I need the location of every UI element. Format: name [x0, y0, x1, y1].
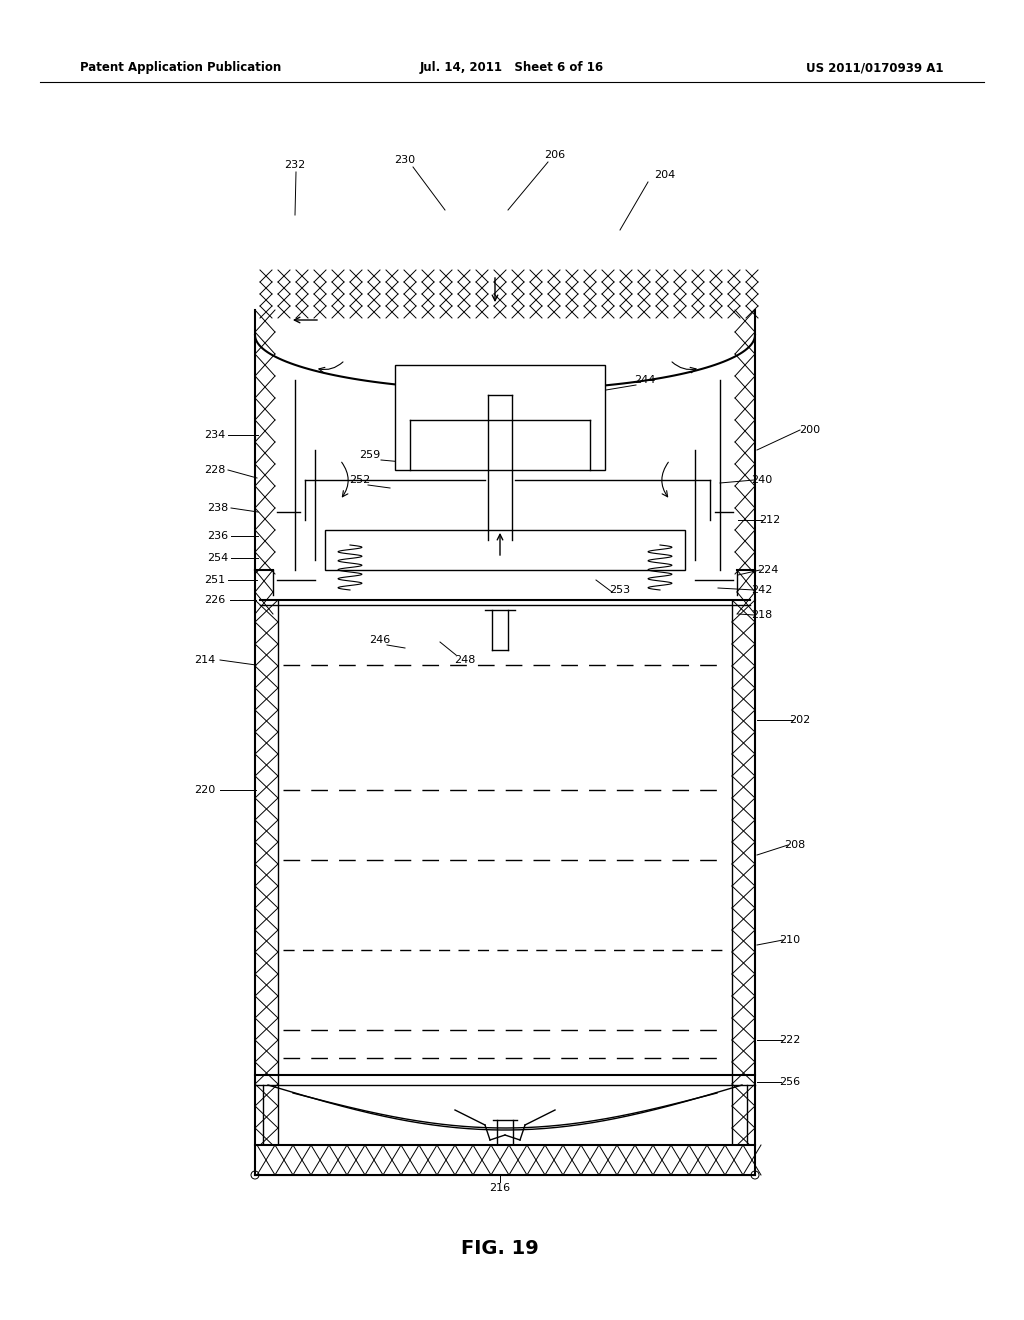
Text: 251: 251	[205, 576, 225, 585]
Bar	[255, 1144, 755, 1175]
Text: 238: 238	[208, 503, 228, 513]
Text: 220: 220	[195, 785, 216, 795]
Text: 254: 254	[208, 553, 228, 564]
Text: 208: 208	[784, 840, 806, 850]
Text: 218: 218	[752, 610, 773, 620]
Text: 226: 226	[205, 595, 225, 605]
Text: 228: 228	[205, 465, 225, 475]
Text: 257: 257	[333, 531, 353, 541]
Text: 236: 236	[208, 531, 228, 541]
Text: 212: 212	[760, 515, 780, 525]
Text: 204: 204	[654, 170, 676, 180]
Text: 222: 222	[779, 1035, 801, 1045]
Text: Patent Application Publication: Patent Application Publication	[80, 62, 282, 74]
Text: 256: 256	[779, 1077, 801, 1086]
Text: 250: 250	[620, 554, 641, 565]
Text: US 2011/0170939 A1: US 2011/0170939 A1	[807, 62, 944, 74]
Text: Jul. 14, 2011   Sheet 6 of 16: Jul. 14, 2011 Sheet 6 of 16	[420, 62, 604, 74]
Bar	[325, 531, 685, 570]
Text: 255: 255	[330, 554, 350, 565]
Text: 259: 259	[359, 450, 381, 459]
Text: 234: 234	[205, 430, 225, 440]
Text: 244: 244	[634, 375, 655, 385]
Bar	[395, 366, 605, 470]
Text: 216: 216	[489, 1183, 511, 1193]
Text: FIG. 19: FIG. 19	[461, 1238, 539, 1258]
Text: 200: 200	[800, 425, 820, 436]
Text: 240: 240	[752, 475, 773, 484]
Text: 248: 248	[455, 655, 476, 665]
Text: 230: 230	[394, 154, 416, 165]
Text: 246: 246	[370, 635, 390, 645]
Text: 214: 214	[195, 655, 216, 665]
Text: 210: 210	[779, 935, 801, 945]
Text: 224: 224	[758, 565, 778, 576]
Text: 253: 253	[609, 585, 631, 595]
Text: 232: 232	[285, 160, 305, 170]
Text: 206: 206	[545, 150, 565, 160]
Text: 252: 252	[349, 475, 371, 484]
Text: 202: 202	[790, 715, 811, 725]
Text: 242: 242	[752, 585, 773, 595]
